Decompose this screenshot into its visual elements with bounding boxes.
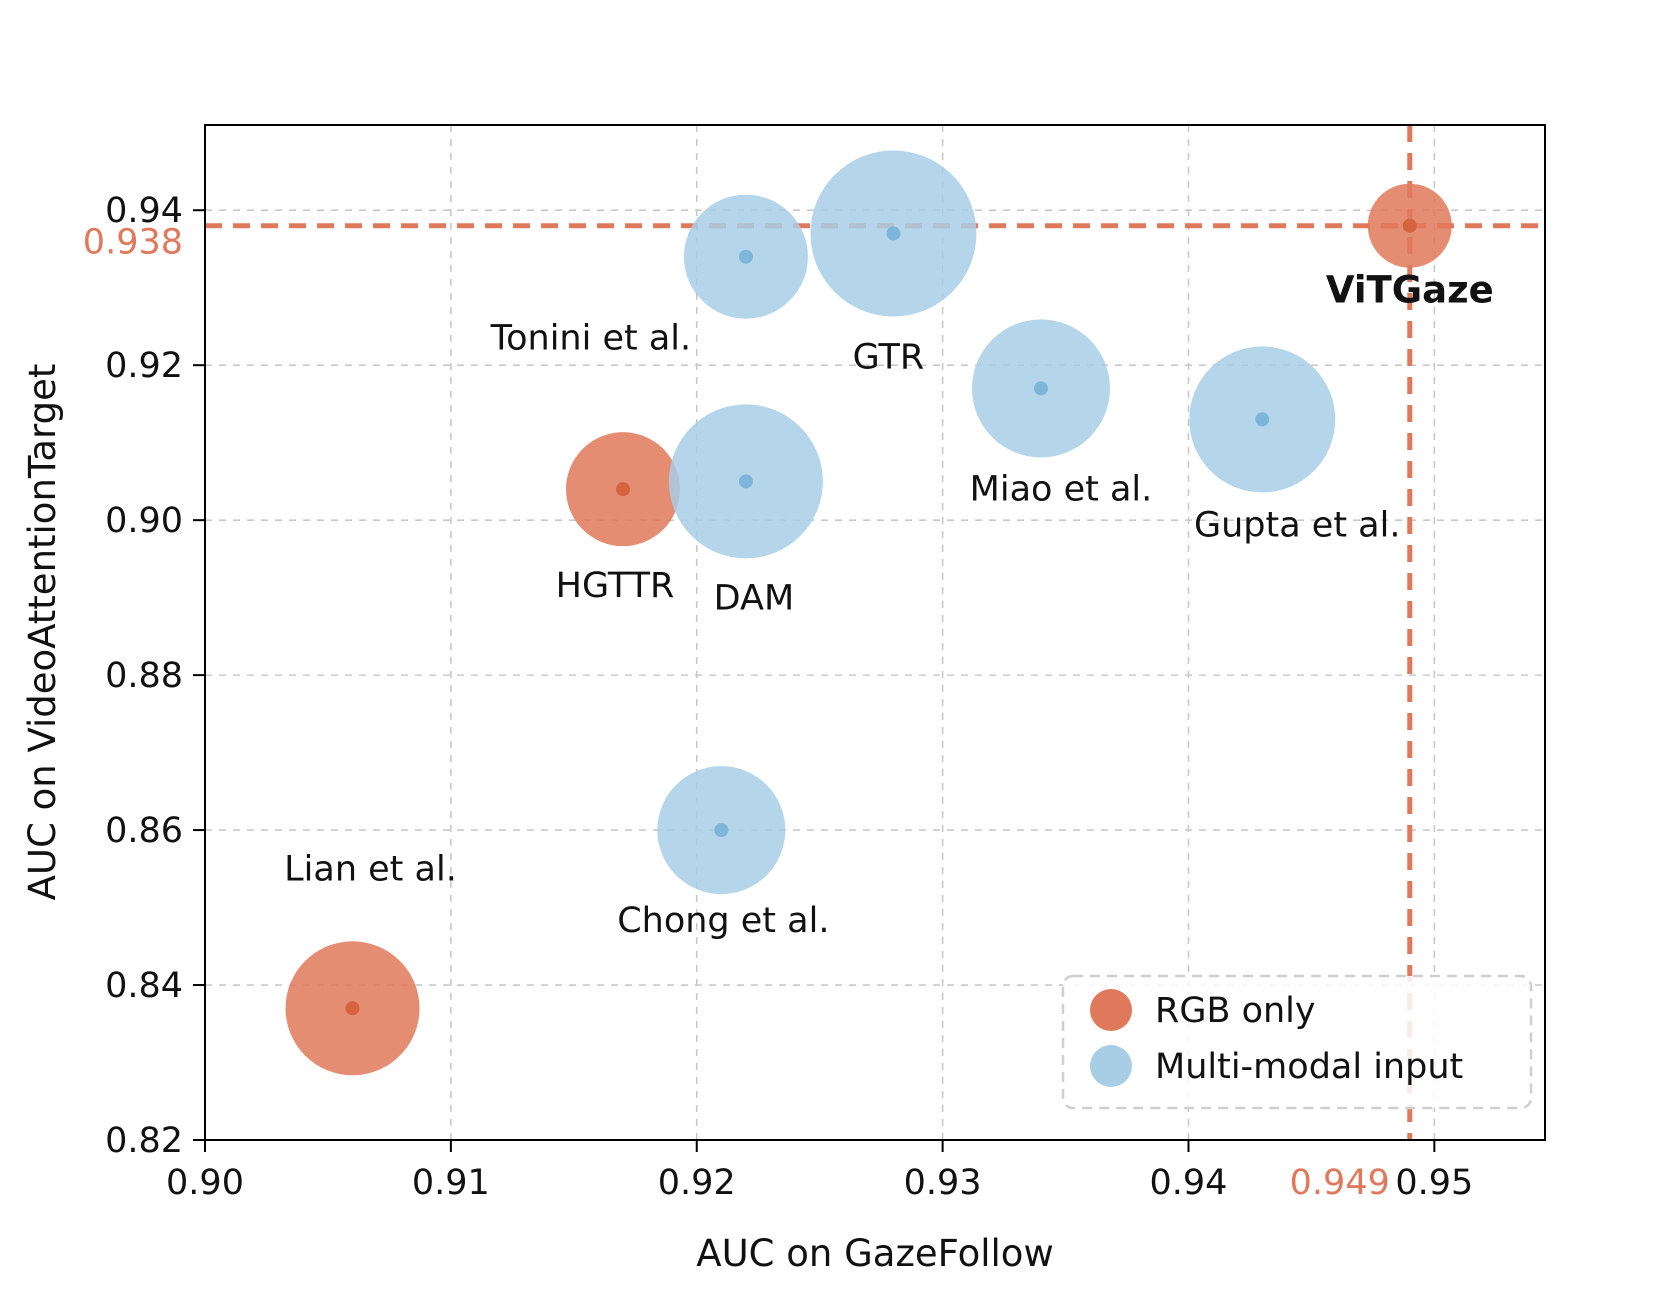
y-tick-label: 0.86: [105, 811, 183, 851]
point-label: GTR: [853, 337, 925, 377]
y-tick-label: 0.94: [105, 191, 183, 231]
bubble-center-dot: [615, 482, 630, 497]
highlight-y-tick-label: 0.938: [83, 223, 183, 263]
x-tick-label: 0.94: [1150, 1163, 1228, 1203]
bubble-center-dot: [1402, 218, 1417, 233]
y-tick-label: 0.88: [105, 656, 183, 696]
y-axis-label: AUC on VideoAttentionTarget: [21, 364, 64, 901]
legend-marker: [1090, 1045, 1132, 1087]
point-label: ViTGaze: [1326, 269, 1494, 312]
bubble-center-dot: [1255, 412, 1270, 427]
bubble-center-dot: [1033, 381, 1048, 396]
x-tick-label: 0.95: [1395, 1163, 1473, 1203]
x-tick-label: 0.93: [904, 1163, 982, 1203]
x-tick-label: 0.91: [412, 1163, 490, 1203]
bubble-center-dot: [738, 249, 753, 264]
point-label: DAM: [714, 578, 794, 618]
point-label: Gupta et al.: [1194, 505, 1401, 545]
legend-box: [1061, 974, 1533, 1110]
highlight-lines: [205, 125, 1545, 1140]
legend-label: RGB only: [1155, 991, 1316, 1031]
bubble-center-dot: [886, 226, 901, 241]
y-tick-label: 0.92: [105, 346, 183, 386]
legend: RGB only Multi-modal input: [1061, 974, 1533, 1110]
plot-frame: [204, 124, 1546, 1141]
bubble-center-dot: [345, 1001, 360, 1016]
bubble-center-dot: [738, 474, 753, 489]
y-tick-label: 0.84: [105, 966, 183, 1006]
legend-marker: [1090, 989, 1132, 1031]
bubbles: [285, 150, 1452, 1076]
x-tick-label: 0.92: [658, 1163, 736, 1203]
point-label: Miao et al.: [970, 469, 1153, 509]
highlight-x-tick-label: 0.949: [1290, 1163, 1390, 1203]
bubble-center-dot: [714, 823, 729, 838]
x-axis-label: AUC on GazeFollow: [696, 1232, 1053, 1275]
y-tick-label: 0.90: [105, 501, 183, 541]
x-tick-label: 0.90: [166, 1163, 244, 1203]
y-tick-label: 0.82: [105, 1121, 183, 1161]
point-label: Chong et al.: [617, 901, 829, 941]
point-label: Tonini et al.: [490, 319, 691, 359]
point-labels: Lian et al. HGTTR ViTGaze Tonini et al. DAM G…: [284, 269, 1494, 941]
axis-ticks: 0.90 0.91 0.92 0.93 0.94 0.95 0.82 0.84 0.86 0.88…: [83, 191, 1474, 1203]
legend-label: Multi-modal input: [1155, 1047, 1463, 1087]
point-label: Lian et al.: [284, 849, 457, 889]
point-label: HGTTR: [556, 566, 675, 606]
